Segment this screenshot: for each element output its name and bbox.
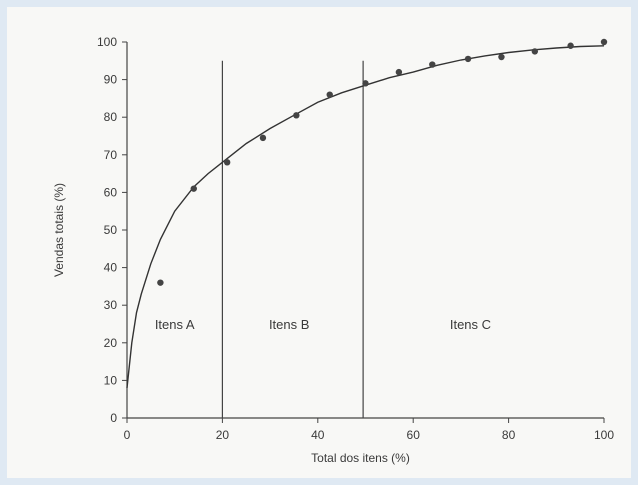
data-point xyxy=(395,68,403,76)
data-point xyxy=(464,55,472,63)
fitted-curve-line xyxy=(126,45,605,388)
x-tick-label: 100 xyxy=(594,428,614,442)
data-point xyxy=(223,159,231,166)
region-label: Itens C xyxy=(450,317,491,332)
data-point xyxy=(531,48,539,55)
data-point xyxy=(362,80,369,87)
y-axis-label: Vendas totais (%) xyxy=(52,183,66,277)
x-tick-label: 20 xyxy=(216,428,230,442)
data-point xyxy=(567,42,574,49)
x-axis-label: Total dos itens (%) xyxy=(311,451,410,465)
region-label: Itens A xyxy=(155,317,195,332)
data-point xyxy=(326,91,333,98)
y-tick-label: 10 xyxy=(104,373,118,387)
y-tick-label: 100 xyxy=(97,35,117,49)
data-point xyxy=(498,53,505,61)
x-tick-label: 60 xyxy=(407,428,421,442)
y-tick-label: 80 xyxy=(104,110,118,124)
data-point xyxy=(293,112,300,119)
y-tick-label: 40 xyxy=(104,261,118,275)
y-tick-label: 20 xyxy=(104,336,118,350)
y-tick-label: 90 xyxy=(104,73,118,87)
x-tick-label: 40 xyxy=(311,428,325,442)
y-tick-label: 30 xyxy=(104,298,118,312)
x-tick-label: 0 xyxy=(124,428,131,442)
data-point xyxy=(259,134,267,142)
x-tick-label: 80 xyxy=(502,428,516,442)
y-tick-label: 50 xyxy=(104,223,118,237)
y-tick-label: 0 xyxy=(110,411,117,425)
data-point xyxy=(429,61,436,68)
region-label: Itens B xyxy=(269,317,309,332)
chart-frame: 0 10 20 30 40 50 60 70 80 90 100 0 20 40 60 80 100 Total … xyxy=(7,7,631,478)
data-point xyxy=(157,279,164,286)
abc-curve-chart: 0 10 20 30 40 50 60 70 80 90 100 0 20 40 60 80 100 Total … xyxy=(52,35,614,465)
data-point xyxy=(190,185,197,192)
y-tick-label: 60 xyxy=(104,185,118,199)
y-tick-label: 70 xyxy=(104,148,118,162)
data-point xyxy=(600,38,608,46)
